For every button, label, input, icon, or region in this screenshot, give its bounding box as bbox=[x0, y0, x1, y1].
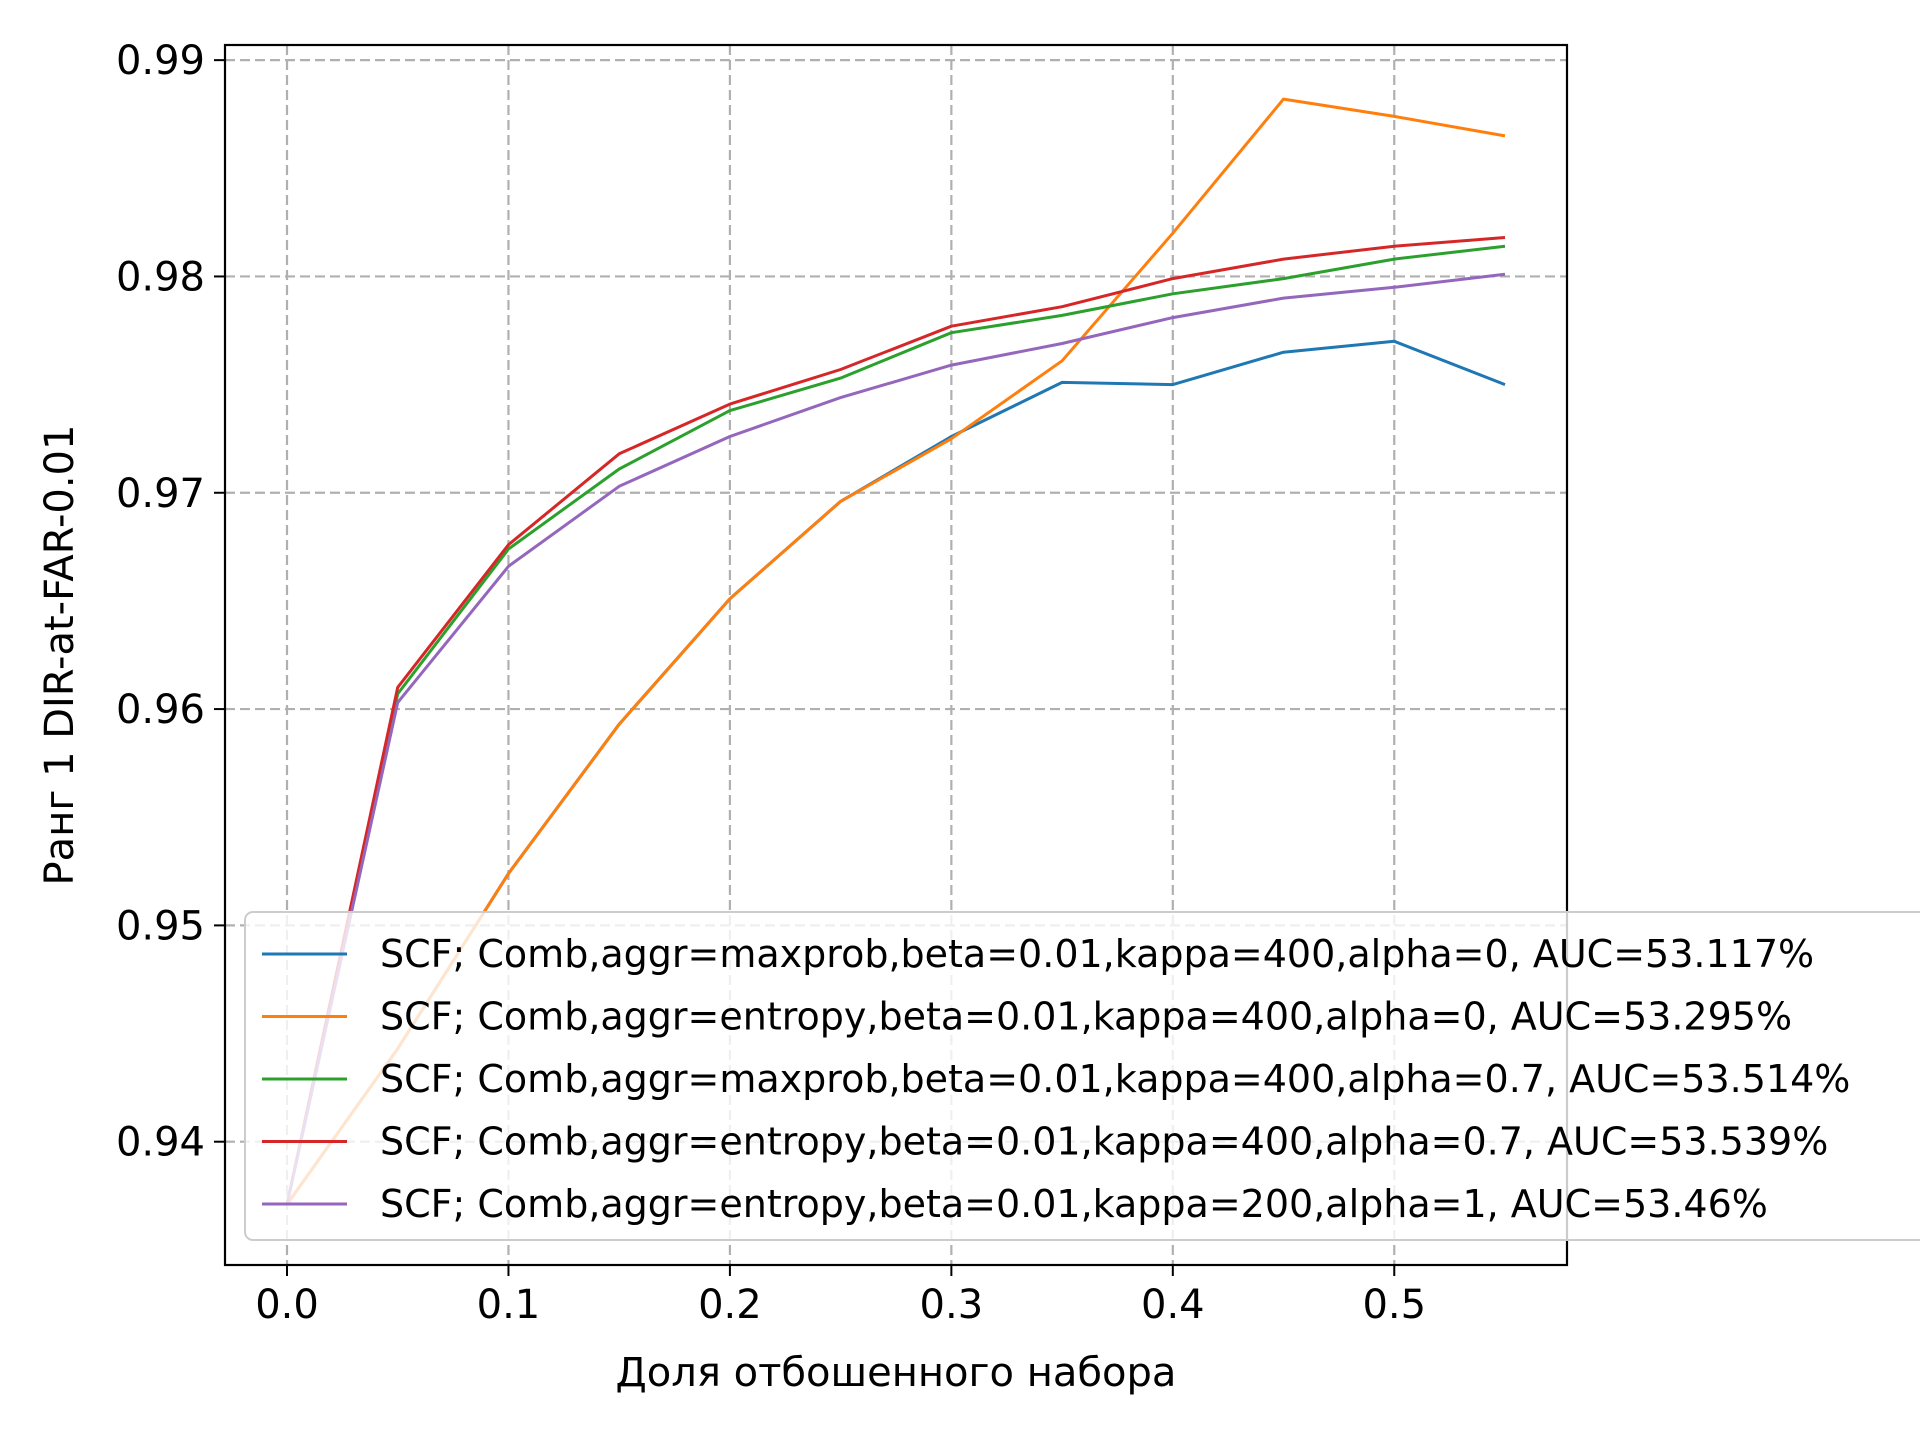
x-tick-label: 0.4 bbox=[1141, 1282, 1205, 1328]
series-line bbox=[285, 272, 1506, 1205]
legend-box bbox=[244, 911, 1920, 1241]
x-tick-label: 0.1 bbox=[477, 1282, 541, 1328]
y-tick-label: 0.96 bbox=[116, 687, 205, 733]
x-tick-label: 0.5 bbox=[1362, 1282, 1426, 1328]
legend-entry: SCF; Comb,aggr=entropy,beta=0.01,kappa=2… bbox=[380, 1182, 1768, 1226]
series-line bbox=[285, 244, 1506, 1205]
plot-frame bbox=[223, 43, 1569, 1267]
x-tick-label: 0.2 bbox=[698, 1282, 762, 1328]
series-lines bbox=[285, 97, 1506, 1206]
y-tick-label: 0.99 bbox=[116, 38, 205, 84]
grid-lines bbox=[225, 45, 1567, 1265]
legend-entry: SCF; Comb,aggr=maxprob,beta=0.01,kappa=4… bbox=[380, 1057, 1850, 1101]
legend-entry: SCF; Comb,aggr=maxprob,beta=0.01,kappa=4… bbox=[380, 932, 1814, 976]
x-axis: 0.0 0.1 0.2 0.3 0.4 0.5 bbox=[255, 1265, 1426, 1328]
legend: SCF; Comb,aggr=maxprob,beta=0.01,kappa=4… bbox=[244, 911, 1920, 1241]
y-tick-label: 0.98 bbox=[116, 254, 205, 300]
legend-entry: SCF; Comb,aggr=entropy,beta=0.01,kappa=4… bbox=[380, 1120, 1828, 1164]
x-tick-label: 0.0 bbox=[255, 1282, 319, 1328]
x-axis-label: Доля отбошенного набора bbox=[616, 1350, 1177, 1396]
x-tick-label: 0.3 bbox=[920, 1282, 984, 1328]
series-line bbox=[285, 236, 1506, 1205]
series-line bbox=[285, 97, 1506, 1206]
y-tick-label: 0.95 bbox=[116, 903, 205, 949]
y-axis: 0.94 0.95 0.96 0.97 0.98 0.99 bbox=[116, 38, 225, 1166]
legend-entry: SCF; Comb,aggr=entropy,beta=0.01,kappa=4… bbox=[380, 995, 1792, 1039]
y-axis-label: Ранг 1 DIR-at-FAR-0.01 bbox=[37, 425, 83, 886]
y-tick-label: 0.94 bbox=[116, 1120, 205, 1166]
y-tick-label: 0.97 bbox=[116, 471, 205, 517]
